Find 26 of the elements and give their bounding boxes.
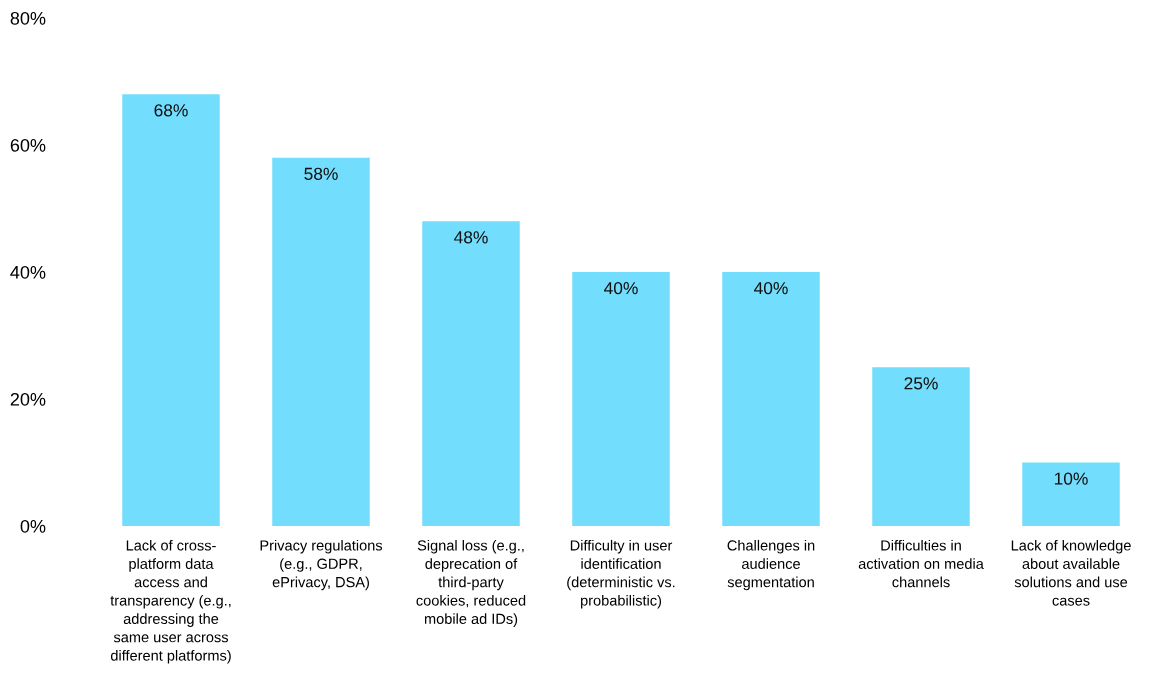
x-tick-label: Difficulties in activation on media channels <box>858 539 984 588</box>
bar <box>122 94 220 526</box>
data-label: 25% <box>904 377 938 390</box>
bar <box>722 272 820 526</box>
data-label: 68% <box>154 104 188 117</box>
y-tick-label: 60% <box>10 138 46 152</box>
data-label: 48% <box>454 231 488 244</box>
x-tick-label: Lack of knowledge about available solutions and use cases <box>1011 539 1131 606</box>
bar <box>572 272 670 526</box>
x-tick-label: Privacy regulations (e.g., GDPR, ePrivacy, DSA) <box>260 539 383 591</box>
x-tick-label: Challenges in audience segmentation <box>727 539 815 591</box>
bar <box>1022 462 1120 526</box>
bar <box>872 367 970 526</box>
y-tick-label: 80% <box>10 11 46 25</box>
x-tick-label: Signal loss (e.g., deprecation of third-party cookies, reduced mobile ad IDs) <box>416 539 526 627</box>
bar <box>272 157 370 526</box>
y-tick-label: 0% <box>20 519 46 533</box>
data-label: 40% <box>604 281 638 295</box>
y-tick-label: 40% <box>10 265 46 279</box>
y-tick-label: 20% <box>10 392 46 406</box>
data-label: 58% <box>304 167 338 180</box>
data-label: 10% <box>1054 472 1088 485</box>
x-tick-label: Lack of cross- platform data access and transparency (e.g., addressing the same user across different platforms) <box>110 539 231 664</box>
bar <box>422 221 520 526</box>
data-label: 40% <box>754 281 788 295</box>
x-tick-label: Difficulty in user identification (deterministic vs. probabilistic) <box>567 539 675 609</box>
